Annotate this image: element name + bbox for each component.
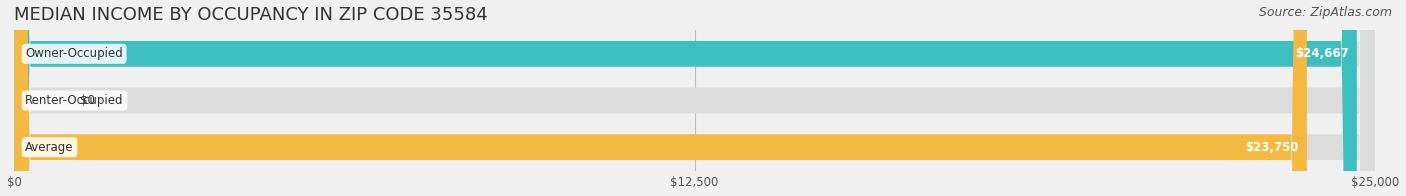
Text: $24,667: $24,667 bbox=[1295, 47, 1348, 60]
Text: $0: $0 bbox=[80, 94, 94, 107]
FancyBboxPatch shape bbox=[14, 0, 1375, 196]
FancyBboxPatch shape bbox=[14, 0, 1375, 196]
Text: Source: ZipAtlas.com: Source: ZipAtlas.com bbox=[1258, 6, 1392, 19]
FancyBboxPatch shape bbox=[14, 0, 1357, 196]
FancyBboxPatch shape bbox=[14, 0, 1308, 196]
Text: MEDIAN INCOME BY OCCUPANCY IN ZIP CODE 35584: MEDIAN INCOME BY OCCUPANCY IN ZIP CODE 3… bbox=[14, 6, 488, 24]
Text: $23,750: $23,750 bbox=[1246, 141, 1299, 154]
Text: Average: Average bbox=[25, 141, 73, 154]
Text: Owner-Occupied: Owner-Occupied bbox=[25, 47, 122, 60]
FancyBboxPatch shape bbox=[14, 0, 1375, 196]
Text: Renter-Occupied: Renter-Occupied bbox=[25, 94, 124, 107]
